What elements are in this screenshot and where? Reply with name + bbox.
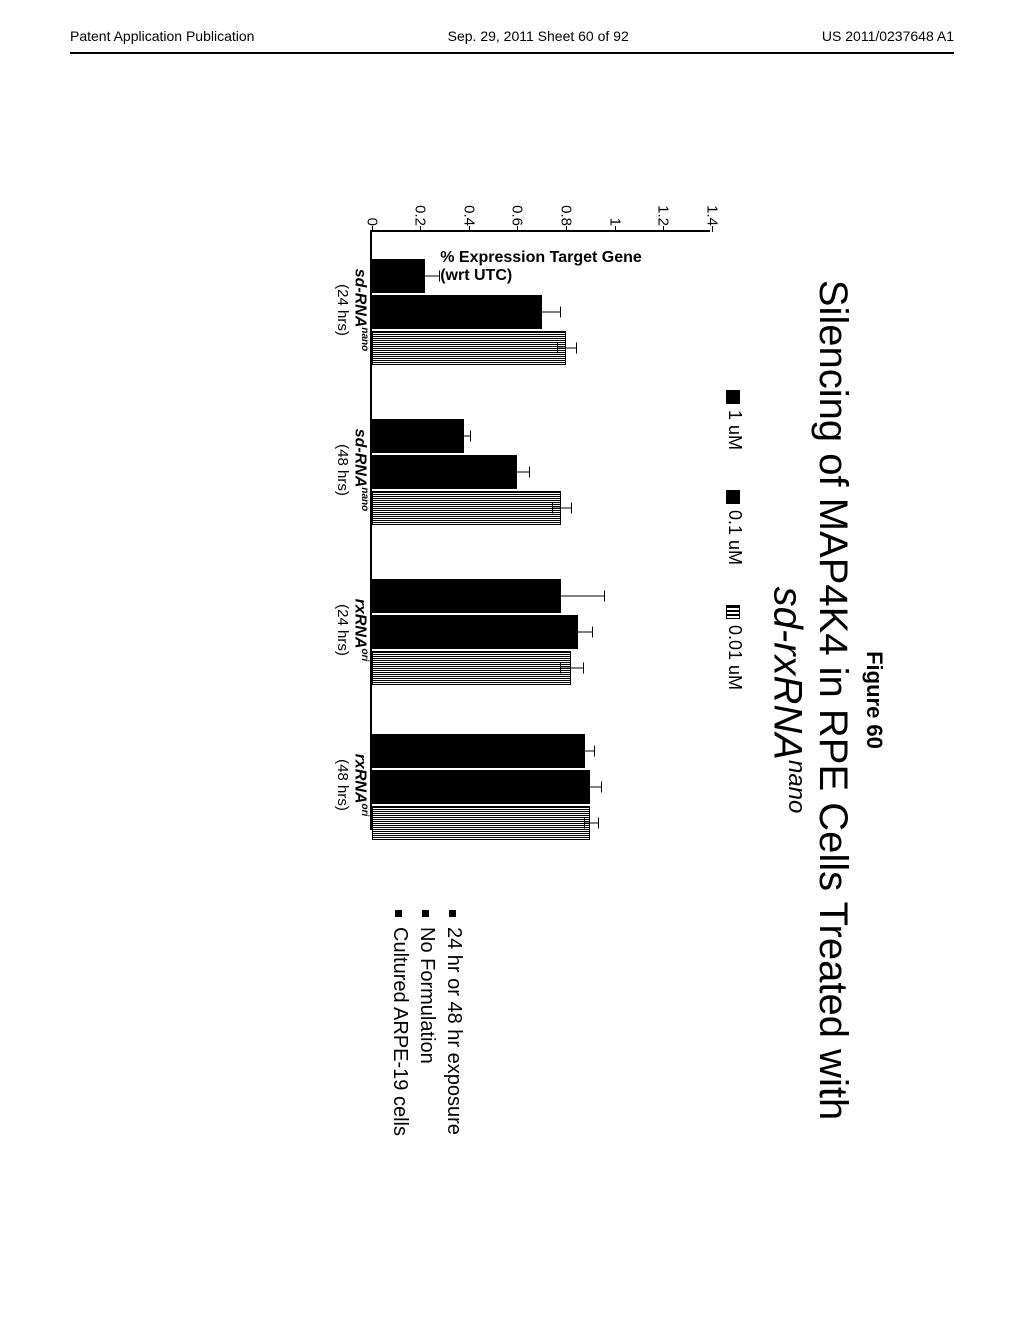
chart-bar (372, 770, 591, 804)
x-tick-label: sd-RNAnano(24 hrs) (333, 240, 370, 380)
chart-bar (372, 295, 542, 329)
chart-bar (372, 491, 561, 525)
y-tick-label: 0.2 (412, 182, 429, 226)
y-tick-mark (372, 226, 373, 232)
chart-wrap: 1 uM 0.1 uM 0.01 uM % Expression Target Ge… (322, 150, 745, 1250)
y-tick-label: 0.8 (557, 182, 574, 226)
y-tick-mark (469, 226, 470, 232)
error-bar (560, 668, 584, 669)
chart-region: 1 uM 0.1 uM 0.01 uM % Expression Target Ge… (322, 150, 745, 870)
bullet-icon (449, 910, 456, 917)
legend-label: 0.1 uM (725, 510, 745, 565)
y-tick-label: 1.4 (703, 182, 720, 226)
chart-title-line2: sd-rxRNAnano (765, 150, 810, 1250)
side-note-text: Cultured ARPE-19 cells (389, 927, 411, 1136)
chart-bar (372, 259, 425, 293)
title-prefix: sd- (766, 587, 810, 643)
y-tick-mark (420, 226, 421, 232)
legend-item: 0.01 uM (724, 605, 745, 690)
bar-group (372, 572, 578, 692)
title-main: rxRNA (766, 642, 810, 760)
header-divider (70, 52, 954, 54)
side-note-text: No Formulation (416, 927, 438, 1064)
y-tick-label: 0.4 (460, 182, 477, 226)
y-tick-mark (517, 226, 518, 232)
y-tick-mark (712, 226, 713, 232)
figure-label: Figure 60 (861, 150, 887, 1250)
side-note-item: Cultured ARPE-19 cells (388, 910, 411, 1230)
x-tick-label: rxRNAori(48 hrs) (333, 715, 370, 855)
error-bar (505, 472, 529, 473)
error-bar (411, 276, 440, 277)
page-header: Patent Application Publication Sep. 29, … (0, 0, 1024, 52)
bar-group (372, 727, 591, 847)
legend-item: 1 uM (724, 390, 745, 450)
legend-label: 1 uM (725, 410, 745, 450)
error-bar (552, 508, 571, 509)
error-bar (457, 436, 472, 437)
bullet-icon (395, 910, 402, 917)
bar-group (372, 412, 561, 532)
y-tick-label: 0 (363, 182, 380, 226)
side-note-item: 24 hr or 48 hr exposure (442, 910, 465, 1230)
error-bar (522, 312, 561, 313)
plot-area: % Expression Target Gene (wrt UTC) 00.20… (370, 230, 710, 830)
figure-container: Figure 60 Silencing of MAP4K4 in RPE Cel… (137, 150, 887, 1250)
chart-bar (372, 331, 566, 365)
error-bar (584, 823, 599, 824)
error-bar (517, 596, 604, 597)
chart-bar (372, 734, 586, 768)
legend-label: 0.01 uM (725, 625, 745, 690)
chart-title-line1: Silencing of MAP4K4 in RPE Cells Treated… (810, 150, 855, 1250)
chart-bar (372, 419, 464, 453)
y-tick-label: 1.2 (655, 182, 672, 226)
header-right: US 2011/0237648 A1 (822, 28, 954, 44)
chart-bar (372, 455, 518, 489)
x-tick-label: rxRNAori(24 hrs) (333, 560, 370, 700)
error-bar (578, 787, 602, 788)
header-left: Patent Application Publication (70, 28, 254, 44)
notes-list: 24 hr or 48 hr exposureNo FormulationCul… (388, 910, 465, 1230)
y-tick-mark (663, 226, 664, 232)
legend-swatch (726, 390, 740, 404)
legend-swatch (726, 490, 740, 504)
side-note-text: 24 hr or 48 hr exposure (443, 927, 465, 1135)
bar-group (372, 252, 566, 372)
bullet-icon (422, 910, 429, 917)
legend-top: 1 uM 0.1 uM 0.01 uM (724, 210, 745, 870)
error-bar (564, 632, 593, 633)
error-bar (557, 348, 576, 349)
y-tick-label: 1 (606, 182, 623, 226)
chart-bar (372, 651, 571, 685)
y-tick-mark (566, 226, 567, 232)
chart-bar (372, 615, 578, 649)
legend-item: 0.1 uM (724, 490, 745, 565)
x-tick-label: sd-RNAnano(48 hrs) (333, 400, 370, 540)
chart-bar (372, 806, 591, 840)
header-center: Sep. 29, 2011 Sheet 60 of 92 (448, 28, 629, 44)
side-notes: 24 hr or 48 hr exposureNo FormulationCul… (322, 870, 745, 1230)
side-note-item: No Formulation (415, 910, 438, 1230)
error-bar (576, 751, 595, 752)
y-tick-label: 0.6 (509, 182, 526, 226)
title-sup: nano (783, 760, 810, 813)
chart-bar (372, 579, 561, 613)
legend-swatch (726, 605, 740, 619)
y-tick-mark (615, 226, 616, 232)
x-axis-labels: sd-RNAnano(24 hrs) sd-RNAnano(48 hrs) rxRN… (322, 230, 370, 830)
